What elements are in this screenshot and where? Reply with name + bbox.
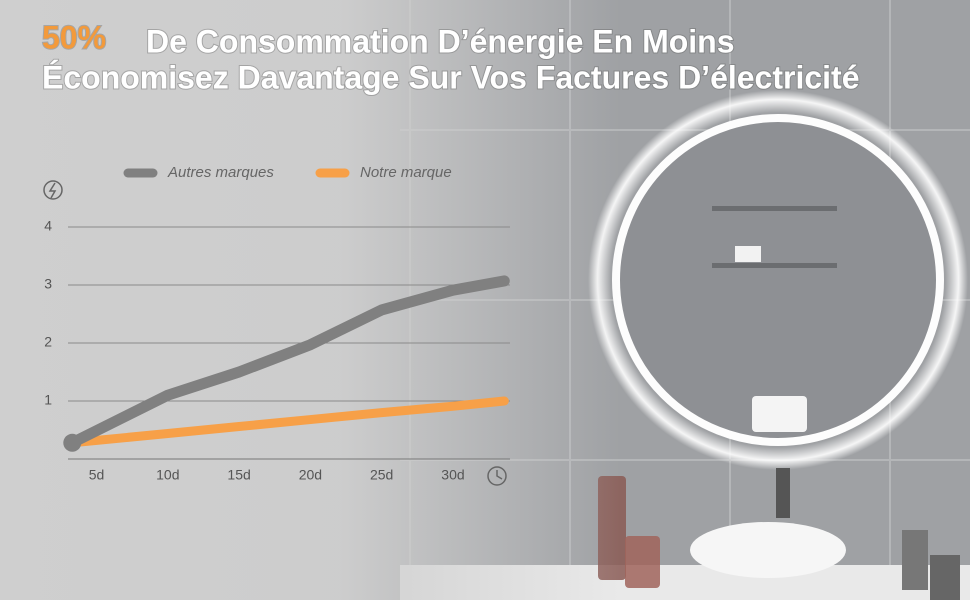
legend-label: Notre marque xyxy=(360,164,452,181)
energy-icon xyxy=(43,180,63,200)
clock-icon xyxy=(487,466,507,486)
y-tick-label: 1 xyxy=(44,392,52,408)
start-point xyxy=(63,433,82,452)
x-tick-label: 15d xyxy=(227,467,250,483)
y-tick-label: 3 xyxy=(44,276,52,292)
x-tick-label: 30d xyxy=(441,467,464,483)
x-tick-label: 25d xyxy=(370,467,393,483)
x-tick-label: 5d xyxy=(89,467,105,483)
legend-label: Autres marques xyxy=(167,164,274,181)
y-tick-label: 4 xyxy=(44,218,52,234)
series-line xyxy=(66,275,510,449)
x-tick-label: 10d xyxy=(156,467,179,483)
subtitle: Économisez Davantage Sur Vos Factures D’… xyxy=(42,59,859,95)
title-highlight: 50% xyxy=(42,19,106,55)
overlay xyxy=(0,0,620,600)
y-tick-label: 2 xyxy=(44,334,52,350)
series-line xyxy=(67,396,509,448)
title: De Consommation D’énergie En Moins xyxy=(146,23,735,59)
x-tick-label: 20d xyxy=(299,467,322,483)
